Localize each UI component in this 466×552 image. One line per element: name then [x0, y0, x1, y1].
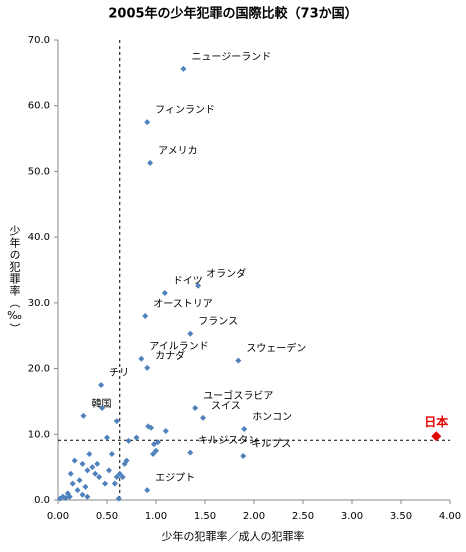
x-tick-label: 3.50 — [390, 511, 412, 522]
point-label: キルプス — [251, 438, 291, 450]
point-label: フィンランド — [155, 104, 215, 116]
data-point — [154, 439, 161, 446]
y-axis-title: 少年の犯罪率（‰） — [6, 225, 21, 335]
point-label: ユーゴスラビア — [203, 389, 273, 402]
y-tick-label: 50.0 — [28, 166, 50, 177]
data-point — [86, 451, 93, 457]
data-point — [99, 405, 106, 411]
x-tick-label: 0.50 — [96, 511, 118, 522]
data-point — [116, 470, 123, 477]
data-point — [108, 451, 115, 457]
data-point — [138, 355, 145, 362]
data-point — [148, 424, 155, 431]
point-label: エジプト — [155, 472, 195, 484]
data-point — [105, 467, 112, 474]
data-point — [67, 470, 74, 477]
data-point — [153, 447, 159, 454]
x-tick-label: 1.00 — [145, 511, 167, 522]
x-tick-label: 0.00 — [47, 511, 69, 522]
point-label: スイス — [211, 401, 241, 412]
data-point — [119, 474, 126, 480]
data-point — [144, 364, 151, 371]
data-point — [195, 282, 202, 289]
data-point — [84, 467, 91, 474]
y-tick-label: 0.0 — [34, 495, 50, 506]
data-point — [123, 457, 130, 464]
data-point — [102, 480, 109, 487]
data-point — [187, 330, 194, 337]
y-tick-label: 30.0 — [28, 298, 50, 309]
data-point — [96, 474, 103, 480]
point-label: フランス — [198, 316, 238, 328]
y-tick-label: 60.0 — [28, 101, 50, 112]
data-point — [82, 483, 89, 490]
data-point — [180, 65, 187, 72]
data-point — [133, 434, 140, 441]
x-tick-label: 2.50 — [292, 511, 314, 522]
data-point — [113, 418, 120, 425]
data-point — [142, 313, 149, 319]
point-label: 韓国 — [91, 398, 111, 410]
point-label: チリ — [109, 367, 129, 379]
data-point — [187, 449, 194, 456]
data-point — [74, 487, 81, 494]
data-point — [79, 460, 86, 467]
data-point — [235, 357, 242, 364]
point-label: スウェーデン — [246, 342, 306, 355]
point-label: カナダ — [155, 349, 185, 362]
point-label: ニュージーランド — [191, 51, 271, 63]
data-point — [150, 451, 157, 457]
point-label: キルジスタン — [198, 435, 258, 447]
data-point — [92, 470, 99, 477]
data-point — [192, 405, 199, 411]
data-point — [161, 290, 168, 296]
data-point — [80, 412, 87, 419]
data-point — [89, 464, 96, 471]
data-point — [240, 452, 247, 459]
point-label: アメリカ — [158, 145, 198, 157]
y-tick-label: 70.0 — [28, 35, 50, 46]
x-tick-label: 1.50 — [194, 511, 216, 522]
data-point — [69, 480, 76, 487]
x-tick-label: 2.00 — [243, 511, 265, 522]
x-tick-label: 4.00 — [439, 511, 461, 522]
y-tick-label: 40.0 — [28, 232, 50, 243]
x-axis-title: 少年の犯罪率／成人の犯罪率 — [162, 529, 305, 543]
data-point — [84, 493, 91, 500]
data-point — [144, 487, 151, 494]
data-point — [144, 119, 151, 126]
data-point — [104, 434, 110, 441]
point-label: アイルランド — [149, 341, 209, 353]
point-label: オランダ — [206, 267, 246, 280]
data-point — [111, 480, 118, 487]
chart-title: 2005年の少年犯罪の国際比較（73か国） — [108, 6, 357, 22]
point-label: ホンコン — [252, 411, 292, 423]
data-point — [147, 159, 154, 166]
data-point — [98, 382, 105, 388]
data-point — [115, 495, 122, 502]
data-point — [94, 460, 101, 467]
x-tick-label: 3.00 — [341, 511, 363, 522]
data-point — [71, 457, 78, 464]
data-point — [76, 477, 83, 484]
data-point — [113, 474, 120, 480]
y-tick-label: 20.0 — [28, 364, 50, 375]
data-point — [200, 414, 207, 421]
data-point — [241, 426, 248, 433]
point-label: ドイツ — [173, 276, 203, 287]
data-point — [431, 431, 442, 442]
data-point — [66, 493, 73, 500]
data-point — [79, 491, 86, 498]
y-tick-label: 10.0 — [28, 429, 50, 440]
data-point — [125, 437, 132, 444]
data-point — [162, 428, 169, 434]
point-label: オーストリア — [153, 298, 213, 310]
point-label: 日本 — [424, 414, 448, 429]
